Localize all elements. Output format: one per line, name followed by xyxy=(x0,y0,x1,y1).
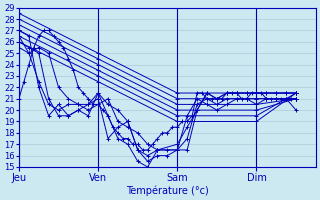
X-axis label: Température (°c): Température (°c) xyxy=(126,185,209,196)
